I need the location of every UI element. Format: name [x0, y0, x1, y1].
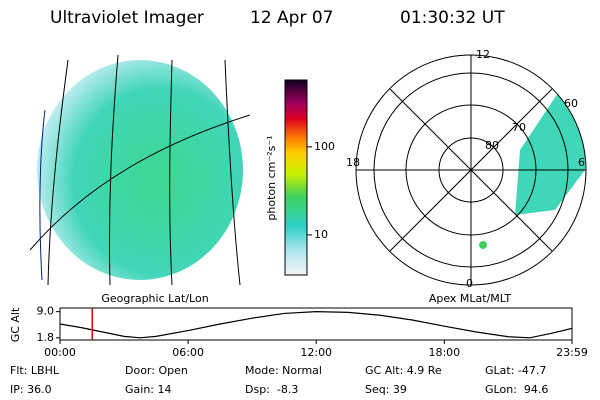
mlt-label: 18 — [346, 156, 360, 169]
date: 12 Apr 07 — [250, 8, 333, 28]
status-field: Mode: Normal — [245, 364, 322, 377]
status-field: Gain: 14 — [125, 383, 172, 396]
x-tick-label: 23:59 — [556, 346, 588, 359]
title: Ultraviolet Imager — [50, 8, 204, 28]
status-field: Seq: 39 — [365, 383, 407, 396]
status-field: GLon: 94.6 — [485, 383, 548, 396]
status-field: Door: Open — [125, 364, 188, 377]
x-tick-label: 00:00 — [44, 346, 76, 359]
status-field: Dsp: -8.3 — [245, 383, 298, 396]
mlat-label: 80 — [485, 139, 499, 152]
colorbar — [284, 79, 308, 276]
status-field: IP: 36.0 — [10, 383, 52, 396]
mlt-label: 6 — [578, 156, 585, 169]
map-label: Geographic Lat/Lon — [101, 292, 208, 305]
mlt-label: 12 — [476, 48, 490, 61]
colorbar-tick-label: 10 — [314, 228, 328, 241]
mlt-label: 0 — [466, 277, 473, 290]
geo-image — [30, 54, 250, 285]
y-axis-label: GC Alt — [9, 307, 22, 342]
status-field: GLat: -47.7 — [485, 364, 546, 377]
mlat-label: 70 — [512, 121, 526, 134]
x-tick-label: 06:00 — [172, 346, 204, 359]
mlat-label: 60 — [564, 97, 578, 110]
status-field: Flt: LBHL — [10, 364, 60, 377]
y-tick-label: 9.0 — [37, 305, 55, 318]
orbit-line — [59, 311, 573, 339]
polar-label: Apex MLat/MLT — [429, 292, 512, 305]
colorbar-label: photon cm⁻²s⁻¹ — [265, 135, 278, 220]
time: 01:30:32 UT — [400, 8, 505, 28]
x-tick-label: 12:00 — [300, 346, 332, 359]
status-field: GC Alt: 4.9 Re — [365, 364, 442, 377]
colorbar-tick-label: 100 — [314, 140, 335, 153]
polar-plot — [355, 54, 587, 286]
y-tick-label: 1.8 — [37, 331, 55, 344]
x-tick-label: 18:00 — [428, 346, 460, 359]
